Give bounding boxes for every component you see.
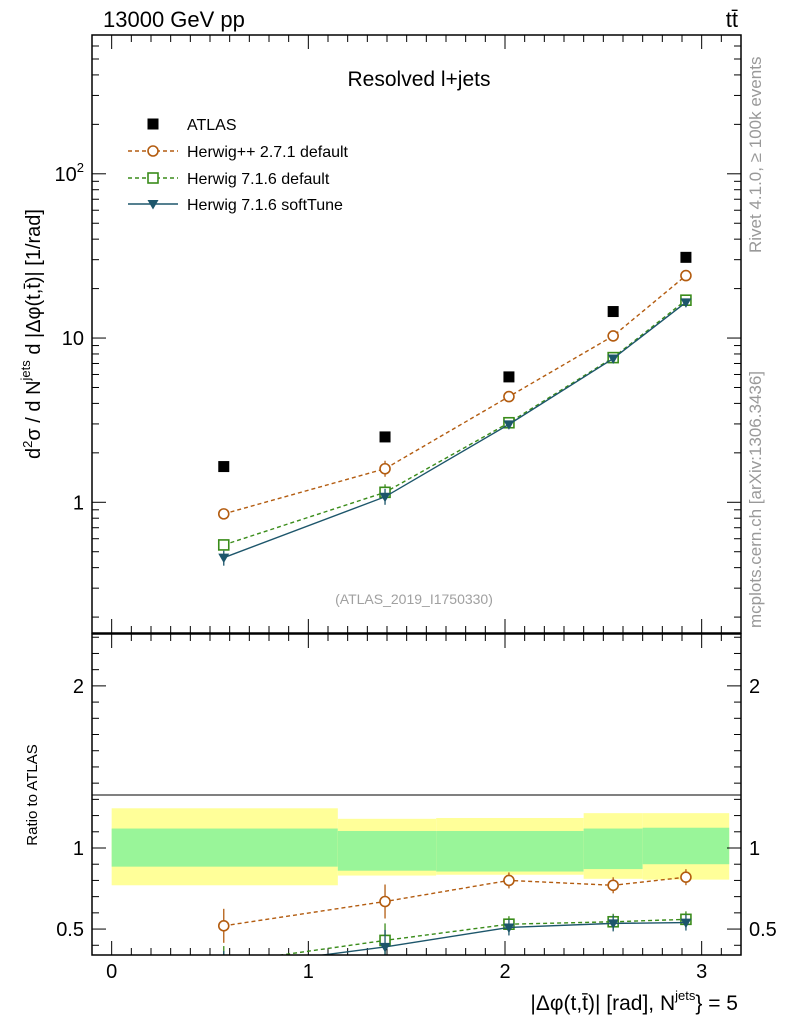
data-point xyxy=(379,462,391,475)
main-y-tick-label: 1 xyxy=(73,492,84,514)
ratio-y-tick-label-right: 2 xyxy=(749,676,760,698)
green-band xyxy=(111,828,338,867)
ratio-y-axis-title: Ratio to ATLAS xyxy=(24,744,41,845)
x-tick-label: 1 xyxy=(303,961,314,983)
legend-marker xyxy=(147,172,159,184)
legend-marker xyxy=(147,145,159,157)
ratio-y-tick-label-right: 1 xyxy=(749,838,760,860)
ratio-point xyxy=(379,942,391,953)
data-point xyxy=(503,420,515,430)
green-band xyxy=(337,830,437,871)
data-point xyxy=(607,354,619,365)
main-plot-title: Resolved l+jets xyxy=(348,68,491,91)
data-point xyxy=(217,508,230,520)
data-point xyxy=(607,306,619,318)
data-point xyxy=(217,539,230,551)
data-point xyxy=(218,461,230,473)
uncertainty-bands xyxy=(111,808,730,886)
ratio-point xyxy=(607,879,619,892)
data-point xyxy=(680,251,692,263)
ratio-y-tick-label-left: 0.5 xyxy=(56,919,84,941)
main-y-tick-label: 10 xyxy=(62,328,84,350)
series-line xyxy=(223,301,687,559)
main-panel-frame xyxy=(91,34,742,634)
ratio-y-tick-labels: 0.5 0.5 1 1 2 2 xyxy=(56,676,777,941)
ratio-point xyxy=(217,920,230,932)
legend-label: Herwig 7.1.6 default xyxy=(187,171,330,188)
x-axis-title: |Δφ(t,t̄)| [rad], Njets} = 5 xyxy=(530,988,738,1015)
analysis-tag: (ATLAS_2019_I1750330) xyxy=(335,591,493,607)
ratio-y-tick-label-left: 1 xyxy=(73,838,84,860)
ratio-point xyxy=(503,923,515,933)
x-tick-label: 0 xyxy=(106,961,117,983)
data-point xyxy=(218,553,230,564)
main-y-tick-labels: 1 10 102 xyxy=(55,160,84,514)
data-point xyxy=(607,330,619,342)
energy-label: 13000 GeV pp xyxy=(103,7,245,32)
ratio-series xyxy=(217,869,692,974)
data-point xyxy=(503,390,515,403)
main-axis-ticks xyxy=(92,34,742,633)
ratio-point xyxy=(379,895,391,908)
legend-label: Herwig 7.1.6 softTune xyxy=(187,197,343,214)
legend-label: Herwig++ 2.7.1 default xyxy=(187,144,349,161)
legend-marker xyxy=(147,200,159,210)
x-tick-label: 3 xyxy=(696,961,707,983)
ratio-line xyxy=(317,921,686,955)
ratio-point xyxy=(607,919,619,929)
ratio-point xyxy=(218,964,229,974)
main-series xyxy=(217,251,692,566)
main-y-tick-label: 102 xyxy=(55,160,84,186)
data-point xyxy=(503,371,515,383)
data-point xyxy=(379,431,391,443)
legend-label: ATLAS xyxy=(187,117,237,134)
mcplots-label: mcplots.cern.ch [arXiv:1306.3436] xyxy=(746,371,765,628)
ratio-axis-ticks xyxy=(92,634,742,955)
ratio-point xyxy=(680,918,692,929)
ratio-point xyxy=(219,958,229,968)
main-y-axis-title: d2σ / d Njets d |Δφ(t,t̄)| [1/rad] xyxy=(18,209,45,459)
data-point xyxy=(379,492,391,503)
process-label: tt̄ xyxy=(726,7,738,32)
x-tick-labels: 0 1 2 3 xyxy=(106,961,707,983)
green-band xyxy=(642,827,730,865)
rivet-label: Rivet 4.1.0, ≥ 100k events xyxy=(746,57,765,253)
ratio-panel-frame xyxy=(91,633,742,956)
ratio-y-tick-label-right: 0.5 xyxy=(749,919,777,941)
data-point xyxy=(680,269,692,282)
ratio-point xyxy=(503,874,515,887)
legend: ATLAS Herwig++ 2.7.1 default Herwig 7.1.6 … xyxy=(128,117,349,214)
data-point xyxy=(680,298,692,308)
ratio-panel: 0.5 0.5 1 1 2 2 0 1 2 3 Ratio to ATLAS |Δφ(t,t̄)… xyxy=(24,633,777,1015)
legend-marker xyxy=(147,118,159,130)
x-tick-label: 2 xyxy=(499,961,510,983)
green-band xyxy=(436,830,584,872)
main-panel: Resolved l+jets (ATLAS_2019_I1750330) AT… xyxy=(18,34,742,634)
ratio-point xyxy=(680,871,692,883)
green-band xyxy=(583,828,643,870)
ratio-y-tick-label-left: 2 xyxy=(73,676,84,698)
